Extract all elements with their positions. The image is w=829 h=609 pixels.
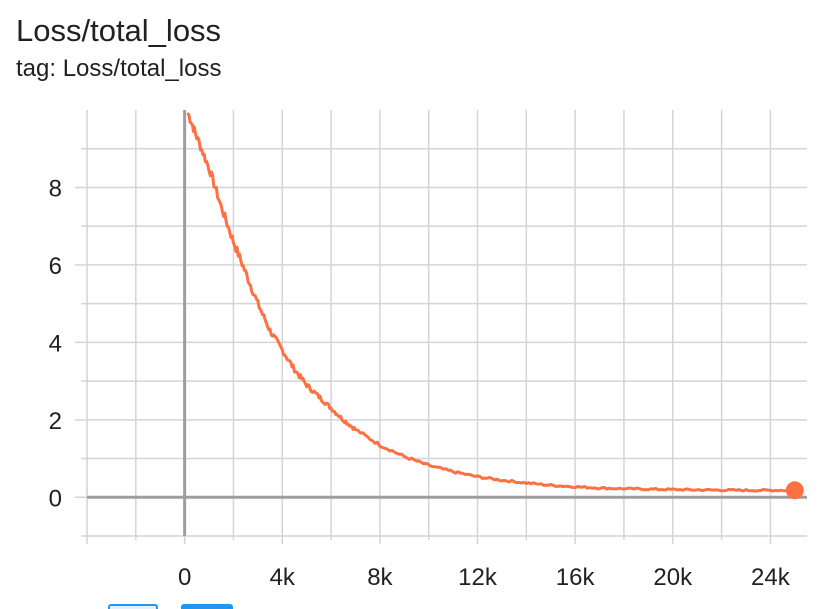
y-tick-label: 0 bbox=[49, 485, 62, 512]
data-point bbox=[501, 479, 503, 481]
tick-labels: 0 4k 8k 12k 16k 20k 24k 0 2 4 6 8 bbox=[49, 175, 791, 591]
y-tick-label: 4 bbox=[49, 330, 62, 357]
data-point bbox=[769, 489, 771, 491]
data-point bbox=[525, 482, 527, 484]
last-point-marker[interactable] bbox=[785, 481, 804, 500]
x-tick-label: 24k bbox=[751, 564, 791, 591]
data-point bbox=[452, 471, 454, 473]
data-point bbox=[342, 419, 344, 421]
data-point bbox=[196, 136, 198, 138]
series-layer bbox=[186, 112, 804, 500]
x-tick-label: 4k bbox=[270, 564, 296, 591]
data-point bbox=[574, 486, 576, 488]
data-point bbox=[269, 330, 271, 332]
data-point bbox=[696, 489, 698, 491]
data-point bbox=[293, 368, 295, 370]
chart-tag-line: tag: Loss/total_loss bbox=[16, 55, 222, 82]
loss-series-line bbox=[186, 112, 797, 493]
y-tick-label: 2 bbox=[49, 408, 62, 435]
toggle-log-scale-icon[interactable] bbox=[181, 604, 233, 609]
data-point bbox=[318, 395, 320, 397]
data-point bbox=[550, 484, 552, 486]
data-point bbox=[208, 167, 210, 169]
data-point bbox=[281, 349, 283, 351]
data-point bbox=[745, 489, 747, 491]
data-point bbox=[354, 428, 356, 430]
y-tick-label: 6 bbox=[49, 253, 62, 280]
data-point bbox=[305, 384, 307, 386]
fit-domain-icon[interactable] bbox=[108, 604, 158, 609]
x-tick-label: 16k bbox=[556, 564, 596, 591]
x-tick-label: 12k bbox=[458, 564, 498, 591]
data-point bbox=[623, 488, 625, 490]
x-tick-label: 0 bbox=[178, 564, 191, 591]
y-tick-label: 8 bbox=[49, 175, 62, 202]
chart-controls bbox=[0, 600, 829, 609]
data-point bbox=[427, 464, 429, 466]
data-point bbox=[187, 113, 189, 115]
data-point bbox=[647, 488, 649, 490]
data-point bbox=[672, 488, 674, 490]
x-tick-label: 20k bbox=[653, 564, 693, 591]
chart-title: Loss/total_loss bbox=[16, 13, 222, 48]
data-point bbox=[232, 240, 234, 242]
data-point bbox=[257, 302, 259, 304]
data-point bbox=[220, 206, 222, 208]
data-point bbox=[403, 455, 405, 457]
data-point bbox=[598, 487, 600, 489]
data-point bbox=[476, 476, 478, 478]
data-point bbox=[720, 489, 722, 491]
data-point bbox=[244, 271, 246, 273]
data-point bbox=[379, 444, 381, 446]
x-tick-label: 8k bbox=[367, 564, 393, 591]
data-point bbox=[330, 407, 332, 409]
axes bbox=[87, 110, 807, 536]
